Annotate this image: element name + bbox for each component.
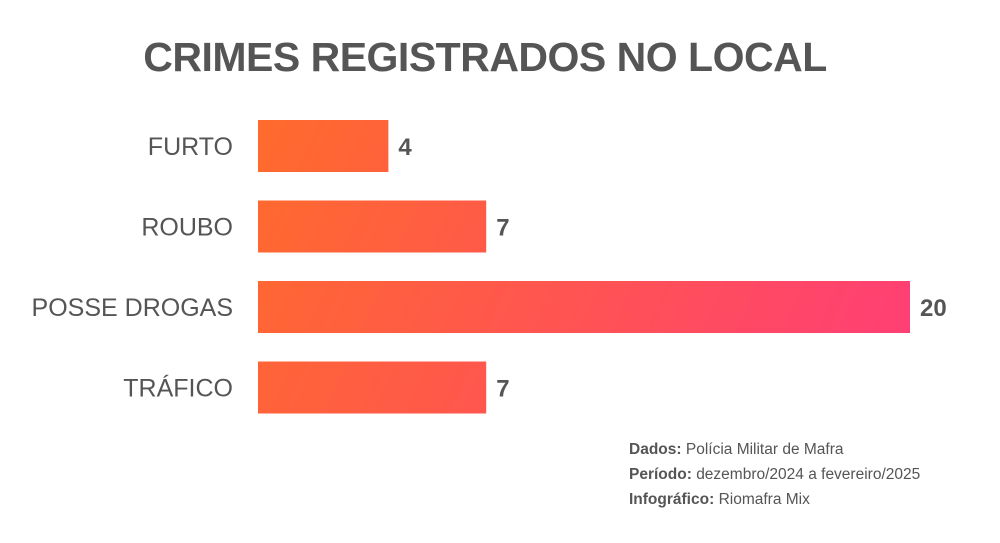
category-label-1: ROUBO (141, 214, 233, 242)
bar-1 (258, 200, 487, 253)
bar-2 (258, 281, 910, 333)
category-label-0: FURTO (148, 133, 233, 161)
bars-layer: FURTO 4 ROUBO 7 POSSE DROGAS 20 TRÁFICO 7 (32, 120, 947, 414)
value-label-2: 20 (920, 295, 947, 322)
credits: Dados: Polícia Militar de Mafra Período:… (629, 437, 920, 512)
value-label-0: 4 (398, 134, 412, 161)
category-label-3: TRÁFICO (123, 374, 233, 403)
credit-period: Período: dezembro/2024 a fevereiro/2025 (629, 466, 921, 483)
credit-author: Infográfico: Riomafra Mix (629, 491, 810, 508)
category-label-2: POSSE DROGAS (32, 294, 233, 322)
value-label-1: 7 (496, 215, 509, 242)
chart-title: CRIMES REGISTRADOS NO LOCAL (143, 34, 827, 80)
value-label-3: 7 (496, 376, 509, 403)
bar-3 (258, 361, 487, 414)
bar-0 (258, 120, 389, 172)
credit-source: Dados: Polícia Militar de Mafra (629, 441, 844, 458)
